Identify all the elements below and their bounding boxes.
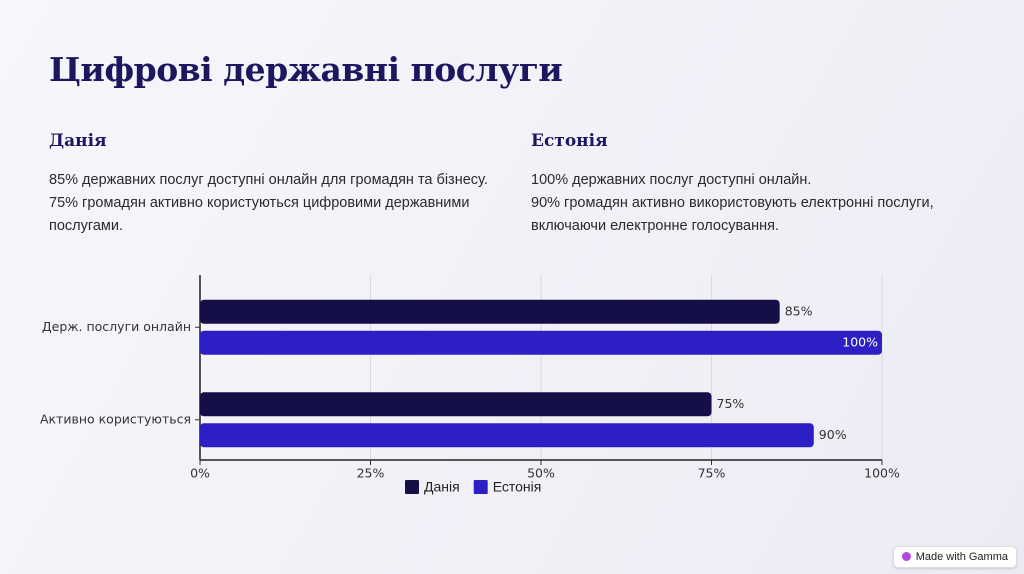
gamma-badge[interactable]: Made with Gamma (892, 546, 1017, 568)
legend-label: Естонія (493, 479, 542, 495)
bar (200, 330, 882, 355)
badge-text: Made with Gamma (915, 551, 1008, 563)
value-label: 100% (842, 334, 878, 349)
bar (200, 299, 780, 324)
x-tick-label: 25% (357, 466, 385, 481)
paragraph: 90% громадян активно використовують елек… (531, 195, 934, 234)
chart: 0% 25% 50% 75% 100% Держ. послуги онлайн 85% 10… (40, 275, 900, 495)
x-tick-label: 0% (190, 466, 210, 481)
paragraph: 75% громадян активно користуються цифров… (49, 195, 470, 234)
legend-swatch (473, 480, 488, 494)
y-tick-label: Активно користуються (40, 411, 191, 426)
column-heading: Данія (49, 131, 107, 151)
slide-title: Цифрові державні послуги (49, 50, 563, 89)
x-tick-label: 100% (864, 466, 900, 481)
badge-icon (901, 552, 911, 561)
paragraph: 100% державних послуг доступні онлайн. (531, 172, 812, 188)
paragraph: 85% державних послуг доступні онлайн для… (49, 172, 488, 188)
legend-swatch (405, 480, 419, 494)
column-heading: Естонія (531, 131, 608, 151)
legend-label: Данія (424, 479, 460, 495)
x-tick-label: 50% (527, 466, 555, 481)
column: Данія 85% державних послуг доступні онла… (49, 131, 499, 238)
value-label: 90% (819, 427, 847, 442)
x-tick-label: 75% (698, 466, 726, 481)
y-tick-label: Держ. послуги онлайн (42, 319, 191, 334)
bar (200, 423, 814, 448)
bar (200, 392, 712, 417)
value-label: 75% (717, 396, 745, 411)
value-label: 85% (785, 303, 813, 318)
column: Естонія 100% державних послуг доступні о… (531, 131, 951, 238)
